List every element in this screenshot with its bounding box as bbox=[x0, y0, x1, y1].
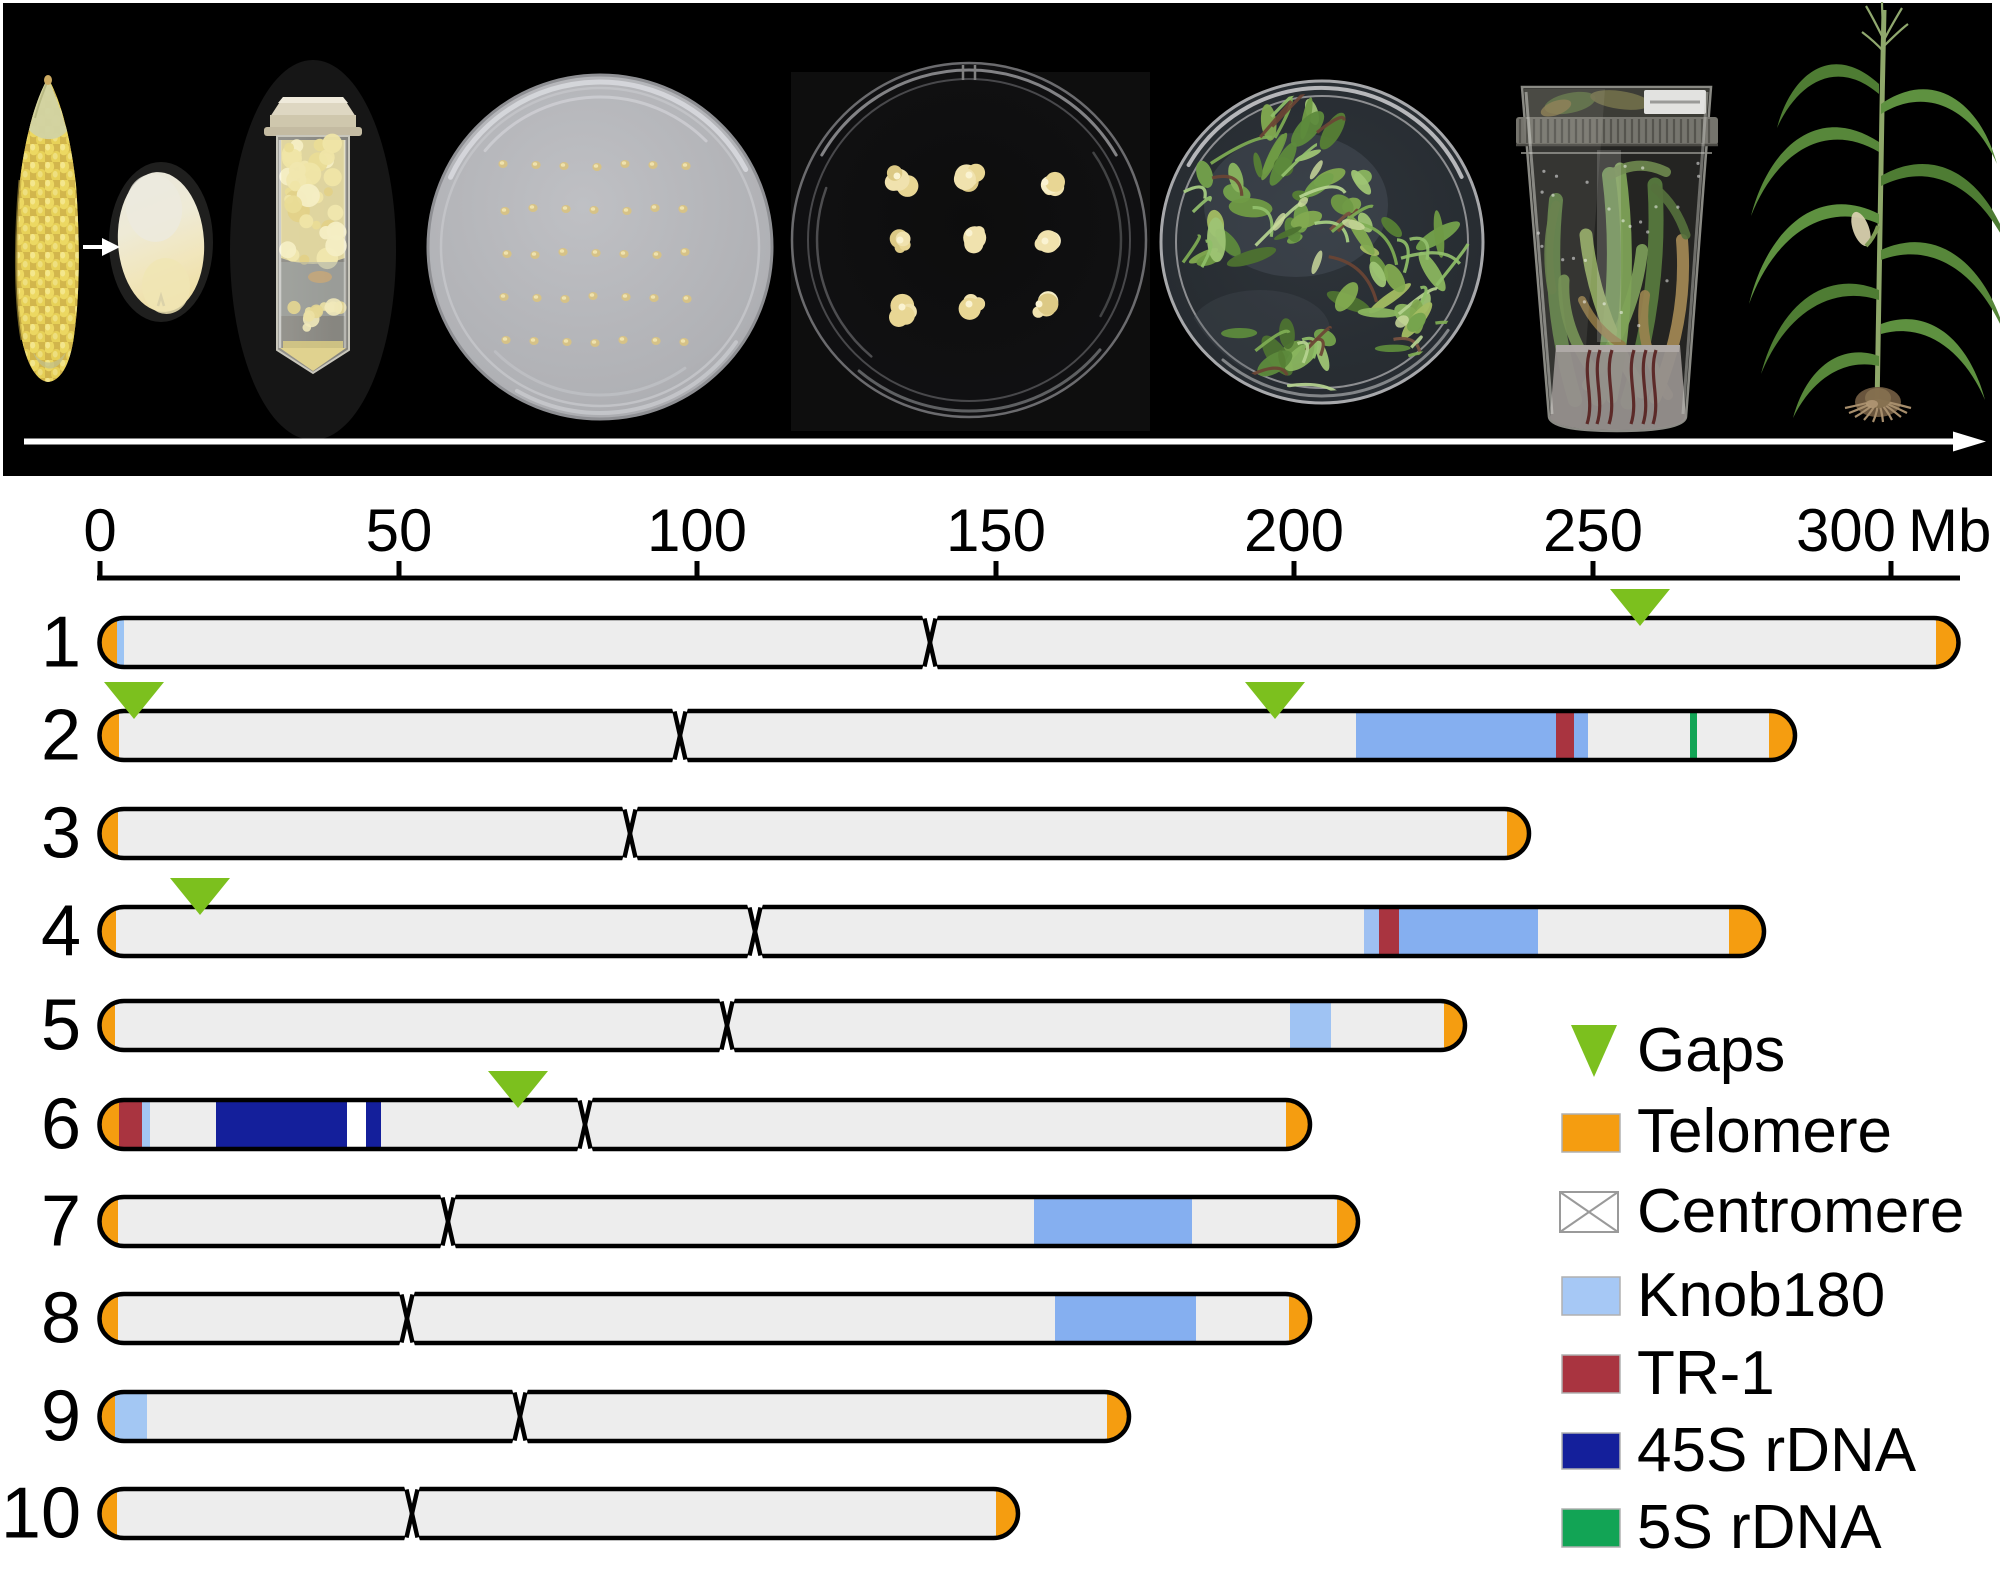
svg-text:0: 0 bbox=[83, 497, 116, 564]
svg-text:2: 2 bbox=[41, 696, 81, 776]
svg-text:3: 3 bbox=[41, 794, 81, 874]
svg-text:8: 8 bbox=[41, 1279, 81, 1359]
svg-text:200: 200 bbox=[1244, 497, 1344, 564]
svg-text:Centromere: Centromere bbox=[1637, 1177, 1964, 1246]
svg-text:150: 150 bbox=[946, 497, 1046, 564]
svg-text:250: 250 bbox=[1543, 497, 1643, 564]
svg-text:100: 100 bbox=[647, 497, 747, 564]
svg-text:7: 7 bbox=[41, 1182, 81, 1262]
svg-text:300: 300 bbox=[1796, 497, 1896, 564]
svg-text:Gaps: Gaps bbox=[1637, 1016, 1785, 1085]
svg-text:Telomere: Telomere bbox=[1637, 1097, 1892, 1166]
svg-text:5: 5 bbox=[41, 986, 81, 1066]
svg-text:Knob180: Knob180 bbox=[1637, 1261, 1885, 1330]
svg-text:6: 6 bbox=[41, 1085, 81, 1165]
svg-text:TR-1: TR-1 bbox=[1637, 1339, 1775, 1408]
svg-text:9: 9 bbox=[41, 1377, 81, 1457]
svg-text:Mb: Mb bbox=[1908, 497, 1991, 564]
svg-text:50: 50 bbox=[366, 497, 433, 564]
svg-text:4: 4 bbox=[41, 892, 81, 972]
svg-text:1: 1 bbox=[41, 603, 81, 683]
svg-text:45S rDNA: 45S rDNA bbox=[1637, 1416, 1917, 1485]
svg-text:10: 10 bbox=[1, 1474, 81, 1554]
svg-text:5S rDNA: 5S rDNA bbox=[1637, 1493, 1882, 1562]
